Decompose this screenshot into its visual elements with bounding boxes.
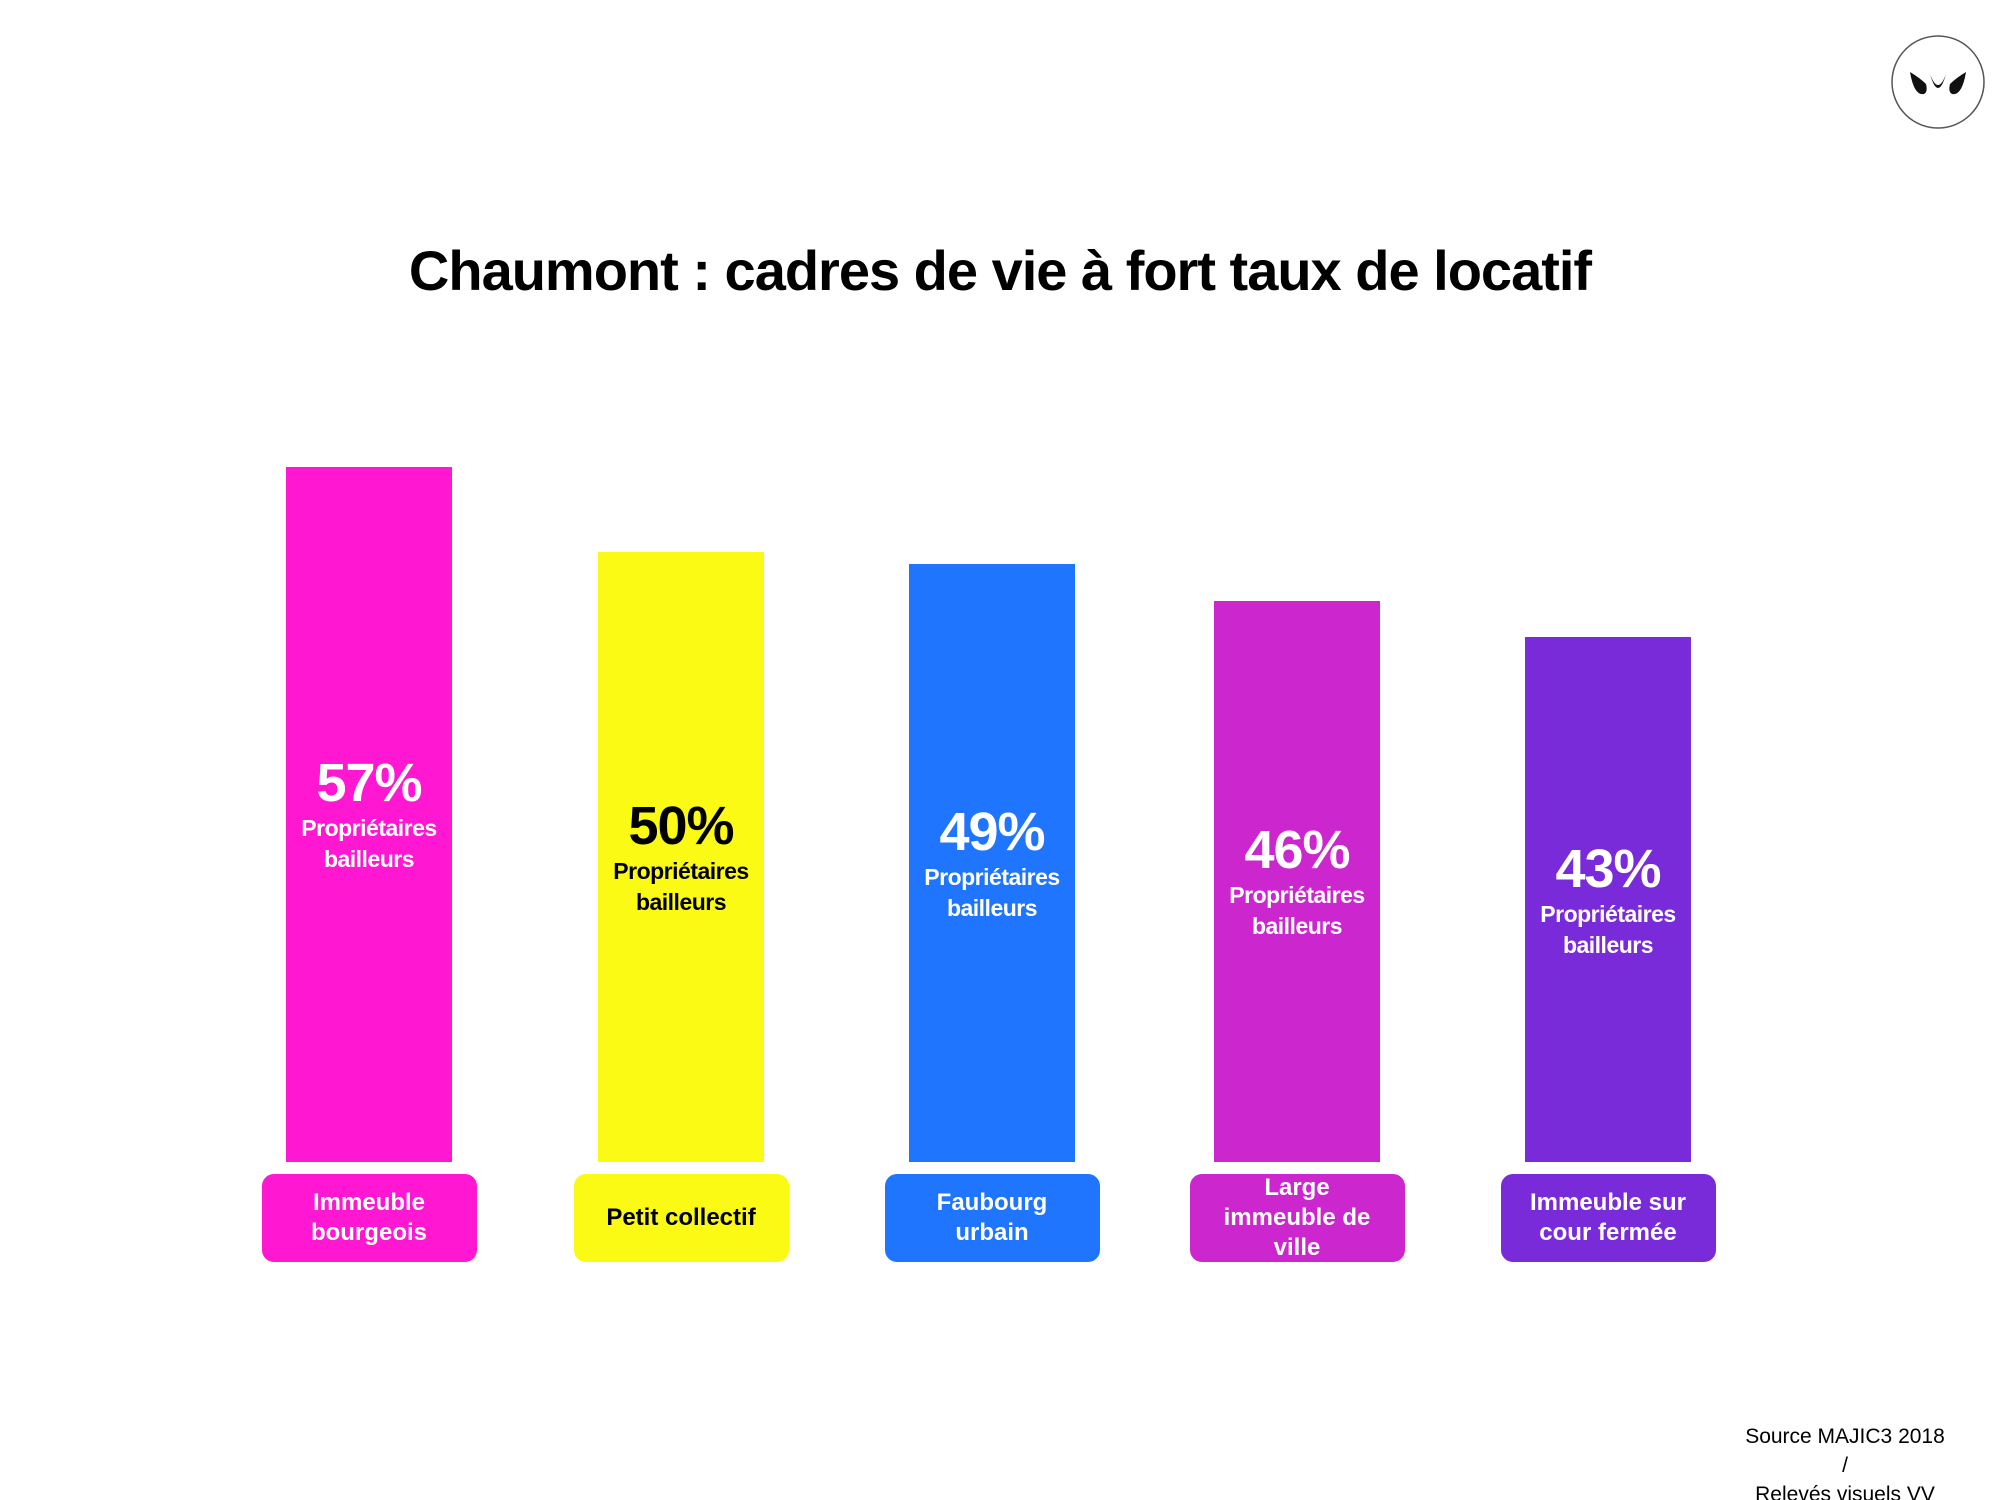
category-label: Faubourg urbain — [884, 1174, 1100, 1262]
value-label: 49% — [939, 802, 1045, 863]
bar — [598, 552, 764, 1162]
bar — [1525, 637, 1691, 1162]
value-label: 43% — [1555, 838, 1661, 899]
source-line: / — [1842, 1454, 1848, 1477]
value-group: 50% Propriétaires bailleurs — [581, 796, 781, 918]
value-group: 49% Propriétaires bailleurs — [892, 802, 1092, 924]
logo — [1891, 35, 1985, 129]
value-group: 43% Propriétaires bailleurs — [1508, 839, 1708, 961]
source: Source MAJIC3 2018 / Relevés visuels VV — [1730, 1422, 1960, 1500]
bar — [1214, 600, 1380, 1162]
value-label: 50% — [628, 796, 734, 856]
bar — [909, 564, 1075, 1162]
value-label: 57% — [316, 753, 422, 814]
value-caption: Propriétaires bailleurs — [924, 864, 1060, 922]
chart-title: Chaumont : cadres de vie à fort taux de … — [408, 239, 1592, 302]
category-label: Petit collectif — [573, 1174, 789, 1262]
value-label: 46% — [1244, 820, 1350, 881]
value-caption: Propriétaires bailleurs — [613, 858, 749, 915]
value-caption: Propriétaires bailleurs — [1229, 882, 1365, 940]
value-caption: Propriétaires bailleurs — [1540, 900, 1676, 958]
category-label: Immeuble sur cour fermée — [1500, 1174, 1716, 1262]
bar — [286, 466, 452, 1162]
value-group: 57% Propriétaires bailleurs — [269, 753, 469, 875]
source-line: Relevés visuels VV — [1755, 1483, 1935, 1500]
category-label: Immeuble bourgeois — [261, 1174, 477, 1262]
category-label: Large immeuble de ville — [1189, 1174, 1405, 1262]
value-caption: Propriétaires bailleurs — [301, 815, 437, 873]
source-line: Source MAJIC3 2018 — [1745, 1425, 1945, 1448]
value-group: 46% Propriétaires bailleurs — [1197, 820, 1397, 942]
